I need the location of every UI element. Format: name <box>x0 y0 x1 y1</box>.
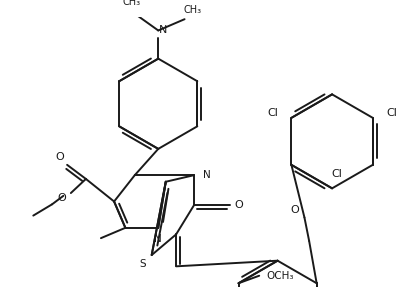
Text: Cl: Cl <box>331 169 342 179</box>
Text: N: N <box>203 170 211 180</box>
Text: O: O <box>55 152 64 162</box>
Text: Cl: Cl <box>386 108 397 118</box>
Text: O: O <box>57 193 66 203</box>
Text: N: N <box>154 234 162 244</box>
Text: OCH₃: OCH₃ <box>266 271 293 281</box>
Text: N: N <box>159 26 167 36</box>
Text: S: S <box>139 259 145 269</box>
Text: CH₃: CH₃ <box>183 5 201 15</box>
Text: Cl: Cl <box>267 108 278 118</box>
Text: O: O <box>234 200 243 210</box>
Text: O: O <box>291 205 299 215</box>
Text: CH₃: CH₃ <box>123 0 141 7</box>
